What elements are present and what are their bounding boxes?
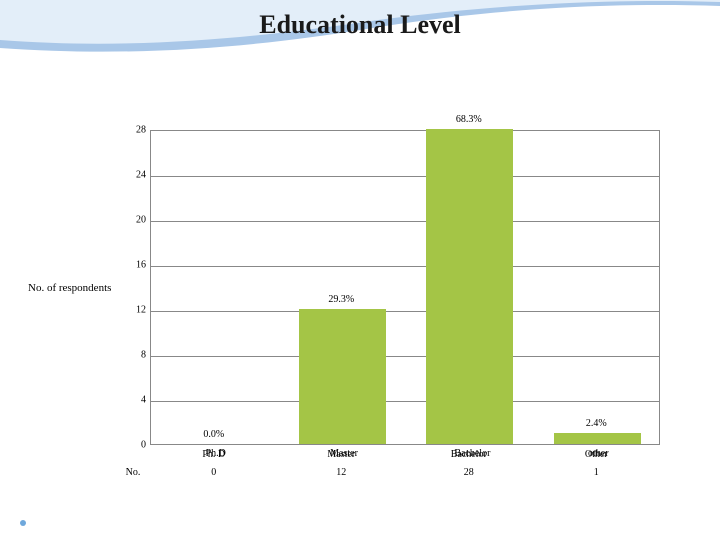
bar: [554, 433, 641, 444]
plot-area: [150, 130, 660, 445]
ytick-label: 16: [122, 260, 146, 271]
ytick-label: 20: [122, 215, 146, 226]
bar-pct-label: 68.3%: [456, 114, 482, 125]
ytick-label: 28: [122, 125, 146, 136]
bar-pct-label: 2.4%: [586, 418, 607, 429]
gridline: [151, 401, 659, 402]
bar: [299, 309, 386, 444]
ytick-label: 8: [122, 350, 146, 361]
series-row-label: No.: [118, 467, 148, 478]
gridline: [151, 311, 659, 312]
series-row-cell: 0: [211, 467, 216, 478]
x-category-label: MasterMaster: [327, 449, 355, 460]
gridline: [151, 266, 659, 267]
series-row-cell: 12: [336, 467, 346, 478]
gridline: [151, 356, 659, 357]
yaxis-title: No. of respondents: [28, 282, 111, 294]
page-title: Educational Level: [0, 10, 720, 40]
ytick-label: 12: [122, 305, 146, 316]
bar: [426, 129, 513, 444]
bar-pct-label: 29.3%: [328, 294, 354, 305]
series-row-cell: 1: [594, 467, 599, 478]
x-category-label: BachelorBachelor: [451, 449, 487, 460]
x-category-label: Ph. DPh.D: [202, 449, 225, 460]
ytick-label: 0: [122, 440, 146, 451]
series-row-cell: 28: [464, 467, 474, 478]
bar-pct-label: 0.0%: [203, 429, 224, 440]
x-category-label: Otherother: [585, 449, 608, 460]
chart-container: No. of respondents No. 04812162024280.0%…: [100, 100, 660, 500]
footer-dot-icon: [20, 520, 26, 526]
ytick-label: 4: [122, 395, 146, 406]
ytick-label: 24: [122, 170, 146, 181]
gridline: [151, 221, 659, 222]
gridline: [151, 176, 659, 177]
